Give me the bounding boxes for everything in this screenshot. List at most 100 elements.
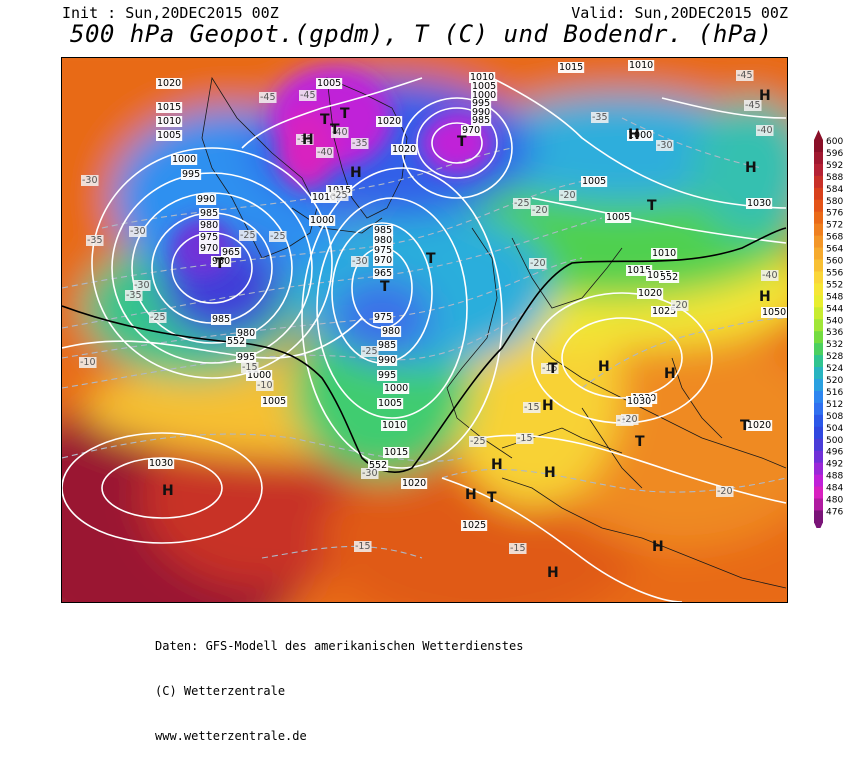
legend-value: 496 [826, 448, 843, 458]
isobar-label: 970 [200, 243, 218, 254]
isobar-label-bg [199, 232, 220, 243]
isobar-label: 1020 [638, 288, 662, 299]
legend-swatch [814, 367, 823, 380]
legend-value: 520 [826, 376, 843, 386]
isobar-label-bg [377, 340, 398, 351]
isobar-label-bg [196, 194, 217, 205]
isobar-label-bg [383, 383, 410, 394]
low-pressure-marker: T [330, 122, 340, 138]
temperature-label-bg [509, 543, 527, 554]
temperature-label: -15 [242, 362, 258, 373]
temperature-label: -45 [260, 92, 276, 103]
legend-value: 500 [826, 436, 843, 446]
legend-value: 580 [826, 197, 843, 207]
temperature-label-bg [361, 468, 379, 479]
isobar-label-bg [581, 176, 608, 187]
isobar-label: 985 [378, 340, 396, 351]
temperature-label-bg [559, 190, 577, 201]
temperature-label: -15 [510, 543, 526, 554]
isobar-label: 1030 [149, 458, 173, 469]
low-pressure-marker: T [320, 112, 330, 128]
isobar-label-bg [651, 248, 678, 259]
temperature-label: -20 [717, 486, 733, 497]
credit-data-source: Daten: GFS-Modell des amerikanischen Wet… [155, 639, 524, 653]
isobar-label: 552 [369, 460, 387, 471]
isobar-label: 1020 [392, 144, 416, 155]
isobar-label-bg [373, 255, 394, 266]
temperature-label: -10 [257, 380, 273, 391]
temperature-label-bg [331, 190, 349, 201]
temperature-label: -40 [317, 147, 333, 158]
isobar-label-bg [461, 520, 488, 531]
temperature-label: -45 [737, 70, 753, 81]
low-pressure-marker: T [215, 256, 225, 272]
low-pressure-marker: T [635, 434, 645, 450]
credit-website[interactable]: www.wetterzentrale.de [155, 729, 307, 743]
legend-value: 532 [826, 340, 843, 350]
isobar-label: 970 [462, 125, 480, 136]
isobar-label-bg [746, 198, 773, 209]
isobar-label: 1020 [402, 478, 426, 489]
isobar-label: 1000 [172, 154, 196, 165]
legend-swatch [814, 462, 823, 476]
isobar-label: 1000 [384, 383, 408, 394]
temperature-label-bg [239, 230, 257, 241]
temperature-label: -45 [745, 100, 761, 111]
temperature-label-bg [129, 226, 147, 237]
isobar-label: 1020 [747, 420, 771, 431]
isobar-label: 552 [660, 272, 678, 283]
temperature-label: -25 [150, 312, 166, 323]
legend-swatch [814, 283, 823, 296]
legend-value: 572 [826, 221, 843, 231]
legend-swatch [814, 343, 823, 356]
isobar-label-bg [156, 130, 183, 141]
isobar-label: 960 [212, 256, 230, 267]
isobar-label-bg [627, 130, 654, 141]
temperature-label: -25 [332, 190, 348, 201]
temperature-label: -40 [762, 270, 778, 281]
isobar-label: 552 [227, 336, 245, 347]
isobar-label-bg [761, 307, 787, 318]
high-pressure-marker: H [759, 88, 771, 104]
temperature-label: -20 [622, 414, 638, 425]
isobar-label-bg [469, 72, 496, 83]
isobar-label: 1005 [472, 81, 496, 92]
temperature-label-bg [529, 258, 547, 269]
isobar-label: 1005 [378, 398, 402, 409]
temperature-label-bg [541, 363, 559, 374]
isobar-label: 990 [378, 355, 396, 366]
legend-swatch [814, 163, 823, 177]
temperature-label: -25 [470, 436, 486, 447]
temperature-label-bg [351, 138, 369, 149]
legend-swatch [814, 331, 823, 344]
high-pressure-marker: H [759, 289, 771, 305]
low-pressure-marker: T [487, 490, 497, 506]
legend-swatch [814, 295, 823, 308]
temperature-label: -45 [300, 90, 316, 101]
low-pressure-marker: T [426, 251, 436, 267]
temperature-label-bg [744, 100, 762, 111]
isobar-label-bg [471, 81, 498, 92]
legend-value: 528 [826, 352, 843, 362]
legend-value: 596 [826, 149, 843, 159]
low-pressure-marker: T [457, 134, 467, 150]
high-pressure-marker: H [542, 398, 554, 414]
temperature-label-bg [591, 112, 609, 123]
isobar-label: 1015 [559, 62, 583, 73]
isobar-label: 990 [197, 194, 215, 205]
isobar-label: 1010 [312, 192, 336, 203]
temperature-label: -40 [757, 125, 773, 136]
legend-swatch [814, 151, 823, 165]
isobar-label-bg [211, 256, 232, 267]
temperature-label-bg [756, 125, 774, 136]
isobar-label: 1005 [582, 176, 606, 187]
temperature-label-bg [656, 140, 674, 151]
isobar-label-bg [373, 245, 394, 256]
high-pressure-marker: H [628, 127, 640, 143]
temperature-label: -25 [362, 346, 378, 357]
legend-swatch [814, 486, 823, 499]
isobar-label: 1000 [472, 90, 496, 101]
high-pressure-marker: H [547, 565, 559, 581]
temperature-label: -20 [672, 300, 688, 311]
isobar-label-bg [461, 125, 482, 136]
